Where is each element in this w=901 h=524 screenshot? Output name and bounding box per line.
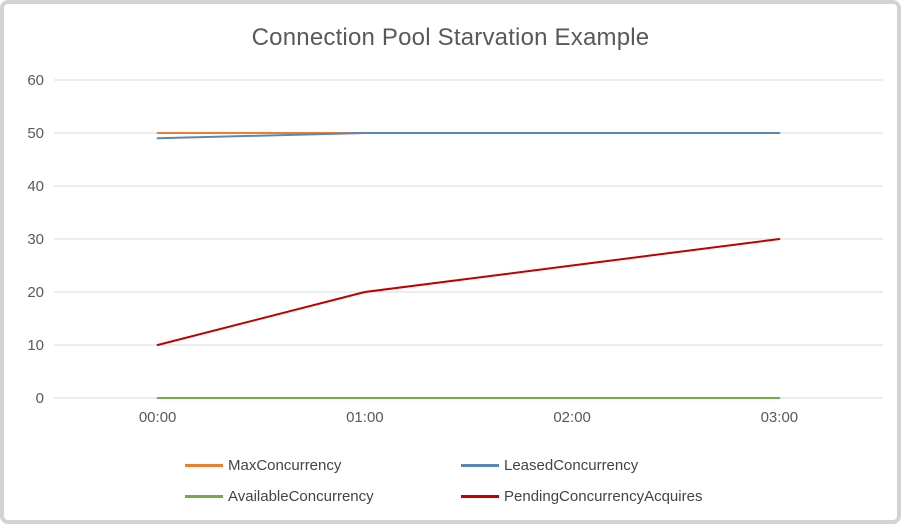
legend-item-AvailableConcurrency: AvailableConcurrency — [185, 487, 461, 505]
legend-item-MaxConcurrency: MaxConcurrency — [185, 456, 461, 474]
y-axis-tick-label: 50 — [27, 125, 44, 142]
series-line-LeasedConcurrency — [156, 132, 781, 140]
legend-line-swatch — [461, 463, 499, 467]
legend-label: LeasedConcurrency — [504, 456, 639, 474]
chart-title: Connection Pool Starvation Example — [251, 24, 650, 51]
legend-label: MaxConcurrency — [228, 456, 342, 474]
y-axis-tick-label: 40 — [27, 178, 44, 195]
y-axis-tick-label: 20 — [27, 284, 44, 301]
y-axis-tick-label: 0 — [36, 390, 44, 407]
chart-legend: MaxConcurrency LeasedConcurrency Available… — [185, 456, 702, 505]
x-axis-tick-label: 02:00 — [553, 409, 591, 426]
y-axis-tick-label: 60 — [27, 72, 44, 89]
legend-line-swatch — [461, 494, 499, 498]
y-axis-tick-label: 10 — [27, 337, 44, 354]
series-line-PendingConcurrencyAcquires — [156, 238, 781, 346]
x-axis-tick-label: 01:00 — [346, 409, 384, 426]
legend-line-swatch — [185, 463, 223, 467]
legend-label: AvailableConcurrency — [228, 487, 374, 505]
x-axis-tick-label: 00:00 — [139, 409, 177, 426]
y-axis-tick-label: 30 — [27, 231, 44, 248]
legend-line-swatch — [185, 494, 223, 498]
legend-label: PendingConcurrencyAcquires — [504, 487, 703, 505]
legend-item-PendingConcurrencyAcquires: PendingConcurrencyAcquires — [461, 487, 702, 505]
x-axis-tick-label: 03:00 — [761, 409, 799, 426]
legend-item-LeasedConcurrency: LeasedConcurrency — [461, 456, 702, 474]
line-chart-plot: 0 10 20 30 40 50 60 00:00 01:00 02:00 03:00 — [27, 72, 883, 426]
